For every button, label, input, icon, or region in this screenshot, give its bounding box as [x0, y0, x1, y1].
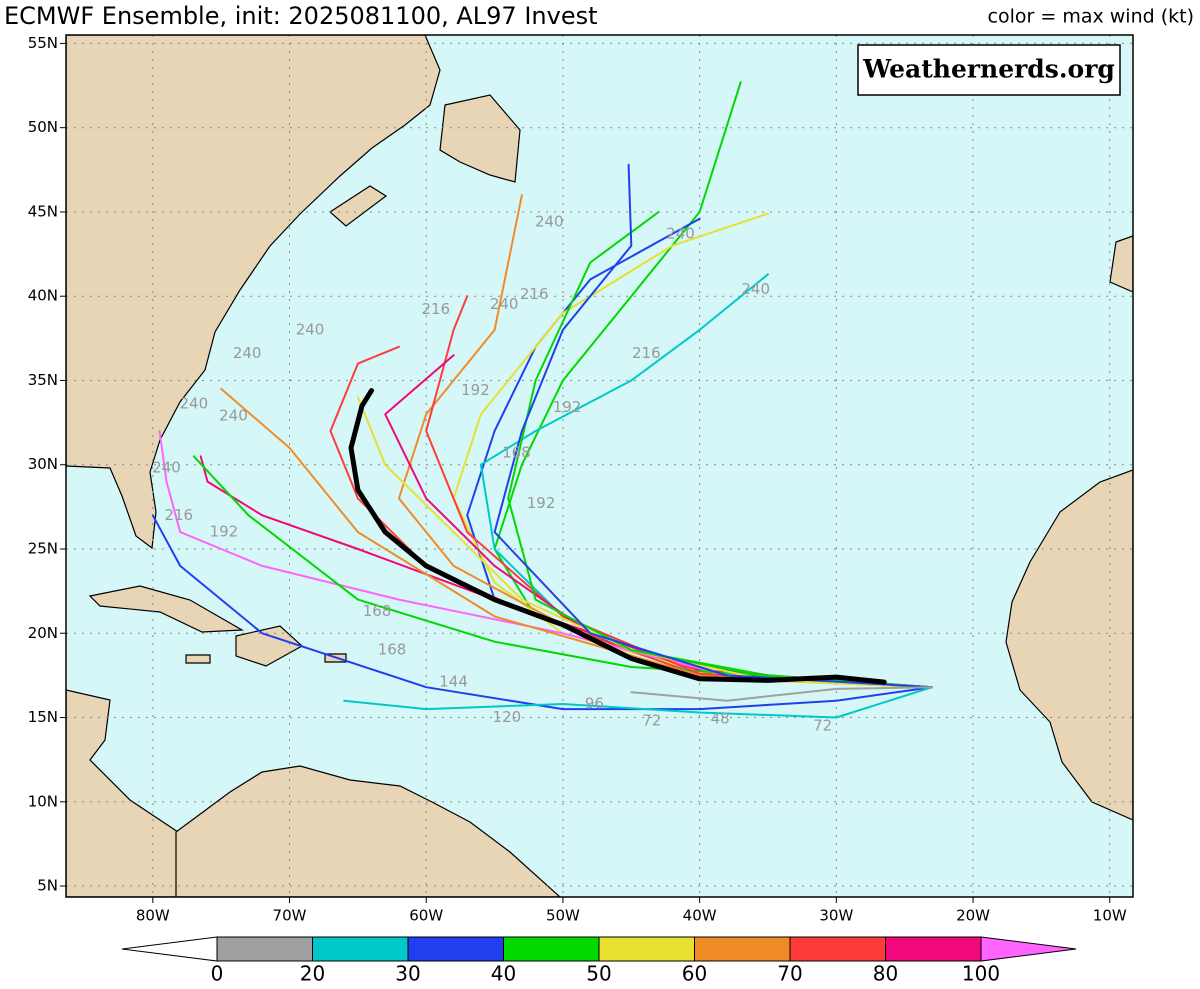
north-america — [66, 35, 441, 550]
lon-label: 50W — [546, 907, 580, 925]
forecast-hour-label: 240 — [152, 459, 181, 477]
lat-label: 30N — [28, 455, 58, 473]
colorbar-box — [407, 936, 504, 962]
title: ECMWF Ensemble, init: 2025081100, AL97 I… — [4, 2, 598, 30]
colorbar-label: 30 — [395, 962, 420, 986]
forecast-hour-label: 144 — [439, 673, 468, 691]
forecast-hour-label: 192 — [210, 523, 239, 541]
track — [329, 345, 933, 689]
lon-label: 70W — [273, 907, 307, 925]
forecast-hour-label: 168 — [502, 443, 531, 461]
colorbar-label: 100 — [962, 962, 1000, 986]
colorbar-label: 50 — [586, 962, 611, 986]
track — [192, 455, 933, 689]
lon-label: 20W — [956, 907, 990, 925]
track — [507, 211, 933, 689]
lon-label: 10W — [1093, 907, 1127, 925]
land — [66, 35, 1133, 897]
forecast-hour-label: 72 — [813, 716, 832, 734]
colorbar-box — [598, 936, 695, 962]
forecast-hour-label: 240 — [535, 213, 564, 231]
forecast-hour-label: 192 — [527, 494, 556, 512]
forecast-hour-label: 216 — [421, 300, 450, 318]
lat-label: 5N — [37, 877, 58, 895]
forecast-hour-label: 48 — [711, 710, 730, 728]
colorbar-box — [885, 936, 982, 962]
colorbar-box — [694, 936, 791, 962]
track — [343, 686, 933, 719]
track — [158, 430, 933, 689]
forecast-hour-label: 168 — [378, 641, 407, 659]
colorbar-box — [503, 936, 600, 962]
colorbar-label: 20 — [300, 962, 325, 986]
forecast-hour-label: 216 — [164, 506, 193, 524]
lat-label: 35N — [28, 371, 58, 389]
credit-box — [857, 44, 1121, 96]
lat-label: 45N — [28, 202, 58, 220]
lat-label: 15N — [28, 708, 58, 726]
forecast-hour-label: 216 — [520, 285, 549, 303]
colorbar-box — [312, 936, 409, 962]
lat-label: 55N — [28, 34, 58, 52]
forecast-hour-label: 240 — [219, 406, 248, 424]
colorbar-label: 60 — [682, 962, 707, 986]
track — [425, 295, 933, 689]
cuba — [88, 585, 245, 633]
lon-label: 80W — [136, 907, 170, 925]
hispaniola — [235, 625, 304, 667]
credit: Weathernerds.org — [862, 55, 1115, 84]
south-america — [175, 765, 561, 897]
forecast-hour-label: 96 — [585, 695, 604, 713]
colorbar-box — [789, 936, 886, 962]
colorbar-under — [121, 936, 218, 962]
newfoundland — [439, 94, 521, 183]
forecast-hour-label: 192 — [461, 381, 490, 399]
forecast-hour-label: 120 — [493, 708, 522, 726]
lon-label: 30W — [819, 907, 853, 925]
colorbar-label: 80 — [873, 962, 898, 986]
colorbar-label: 70 — [777, 962, 802, 986]
forecast-hour-label: 240 — [490, 295, 519, 313]
lat-label: 25N — [28, 539, 58, 557]
track — [493, 163, 933, 689]
forecast-hour-label: 168 — [363, 602, 392, 620]
lat-label: 10N — [28, 792, 58, 810]
central-america — [66, 689, 179, 897]
track — [630, 686, 933, 702]
lat-label: 40N — [28, 287, 58, 305]
africa — [1005, 469, 1133, 821]
nova-scotia — [329, 185, 388, 227]
jamaica — [185, 654, 211, 664]
lat-label: 20N — [28, 624, 58, 642]
iberia — [1109, 235, 1133, 293]
track — [151, 514, 933, 711]
forecast-hour-label: 72 — [642, 711, 661, 729]
colorbar-label: 40 — [491, 962, 516, 986]
forecast-hour-label: 192 — [553, 398, 582, 416]
colorbar-box — [216, 936, 313, 962]
forecast-hour-label: 240 — [666, 224, 695, 242]
lon-label: 40W — [683, 907, 717, 925]
colorbar-label: 0 — [211, 962, 224, 986]
legend-title: color = max wind (kt) — [988, 6, 1194, 28]
lon-label: 60W — [409, 907, 443, 925]
track — [348, 388, 887, 685]
forecast-hour-label: 240 — [233, 344, 262, 362]
forecast-hour-label: 240 — [741, 280, 770, 298]
forecast-hour-label: 240 — [180, 395, 209, 413]
lat-label: 50N — [28, 118, 58, 136]
colorbar-over — [980, 936, 1077, 962]
forecast-hour-label: 240 — [296, 320, 325, 338]
plot-frame — [65, 34, 1134, 898]
forecast-hour-label: 216 — [632, 344, 661, 362]
